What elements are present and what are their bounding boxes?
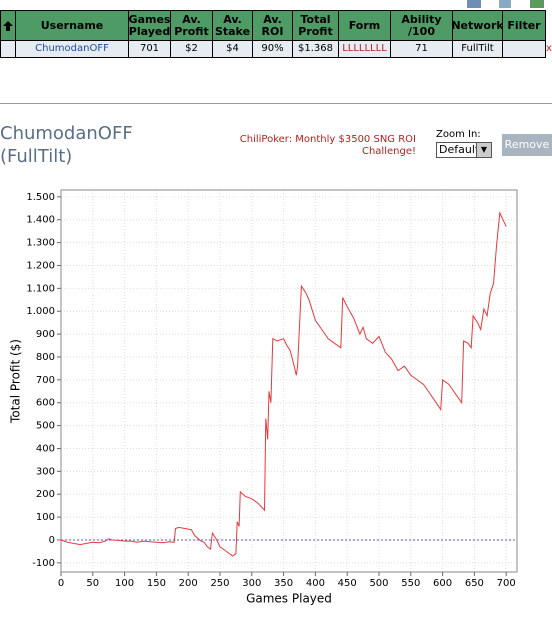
y-tick-label: 1.300 [26, 238, 55, 249]
table-cell: 90% [252, 40, 293, 58]
y-tick-label: 700 [36, 375, 55, 386]
y-tick-label: 1.100 [26, 283, 55, 294]
arrow-icon [3, 20, 13, 31]
y-tick-label: 100 [36, 512, 55, 523]
player-network: (FullTilt) [0, 146, 73, 167]
column-header[interactable]: Form [338, 10, 391, 41]
profit-line [60, 211, 507, 557]
icon[interactable] [467, 0, 481, 8]
x-tick-label: 300 [242, 578, 261, 589]
x-axis-label: Games Played [246, 592, 332, 606]
remove-row[interactable]: x [546, 43, 552, 54]
x-tick-label: 100 [115, 578, 134, 589]
y-tick-label: 500 [36, 421, 55, 432]
table-cell: $2 [170, 40, 213, 58]
column-header[interactable]: Username [15, 10, 129, 41]
y-tick-label: 900 [36, 329, 55, 340]
x-tick-label: 450 [338, 578, 357, 589]
y-tick-label: 600 [36, 398, 55, 409]
x-tick-label: 700 [497, 578, 516, 589]
sort-arrow[interactable] [0, 10, 16, 41]
table-cell: 701 [128, 40, 171, 58]
x-tick-label: 200 [179, 578, 198, 589]
table-cell: $1.368 [292, 40, 339, 58]
row-spacer [0, 40, 16, 58]
x-tick-label: 600 [433, 578, 452, 589]
x-tick-label: 350 [274, 578, 293, 589]
column-header[interactable]: Av. ROI [252, 10, 293, 41]
x-tick-label: 550 [401, 578, 420, 589]
x-tick-label: 150 [147, 578, 166, 589]
column-header[interactable]: Filter [502, 10, 546, 41]
table-cell [502, 40, 546, 58]
plot-frame [60, 189, 518, 573]
table-cell: $4 [212, 40, 253, 58]
column-header[interactable]: Av. Profit [170, 10, 213, 41]
icon[interactable] [499, 0, 511, 8]
table-cell: 71 [390, 40, 453, 58]
column-header[interactable]: Total Profit [292, 10, 339, 41]
zoom-label: Zoom In: [436, 129, 481, 140]
x-tick-label: 250 [210, 578, 229, 589]
table-cell: LLLLLLLL [338, 40, 391, 58]
player-heading: ChumodanOFF (FullTilt) [0, 122, 133, 168]
x-tick-label: 50 [86, 578, 99, 589]
table-cell: FullTilt [452, 40, 503, 58]
zoom-value: Default [439, 143, 480, 156]
x-tick-label: 500 [369, 578, 388, 589]
dropdown-arrow: ▼ [476, 143, 491, 157]
y-tick-label: 400 [36, 443, 55, 454]
y-tick-label: 1.200 [26, 260, 55, 271]
x-tick-label: 650 [465, 578, 484, 589]
icon[interactable] [530, 0, 544, 8]
zoom-select[interactable]: Default ▼ [436, 142, 492, 158]
column-header[interactable]: Network [451, 10, 504, 41]
table-cell[interactable]: ChumodanOFF [15, 40, 129, 58]
column-header[interactable]: Av. Stake [212, 10, 253, 41]
y-tick-label: 800 [36, 352, 55, 363]
column-header[interactable]: Ability /100 [390, 10, 453, 41]
y-tick-label: 1.500 [26, 192, 55, 203]
y-tick-label: -100 [32, 558, 55, 569]
divider [0, 103, 552, 104]
y-tick-label: 200 [36, 489, 55, 500]
y-axis-label: Total Profit ($) [9, 339, 23, 424]
challenge-link[interactable]: ChiliPoker: Monthly $3500 SNG ROI Challe… [239, 134, 416, 157]
y-tick-label: 300 [36, 466, 55, 477]
y-tick-label: 1.000 [26, 306, 55, 317]
x-tick-label: 400 [306, 578, 325, 589]
y-tick-label: 1.400 [26, 215, 55, 226]
player-name: ChumodanOFF [0, 123, 133, 144]
remove-button[interactable]: Remove [502, 134, 552, 156]
x-tick-label: 0 [58, 578, 64, 589]
column-header[interactable]: Games Played [128, 10, 171, 41]
y-tick-label: 0 [49, 535, 55, 546]
